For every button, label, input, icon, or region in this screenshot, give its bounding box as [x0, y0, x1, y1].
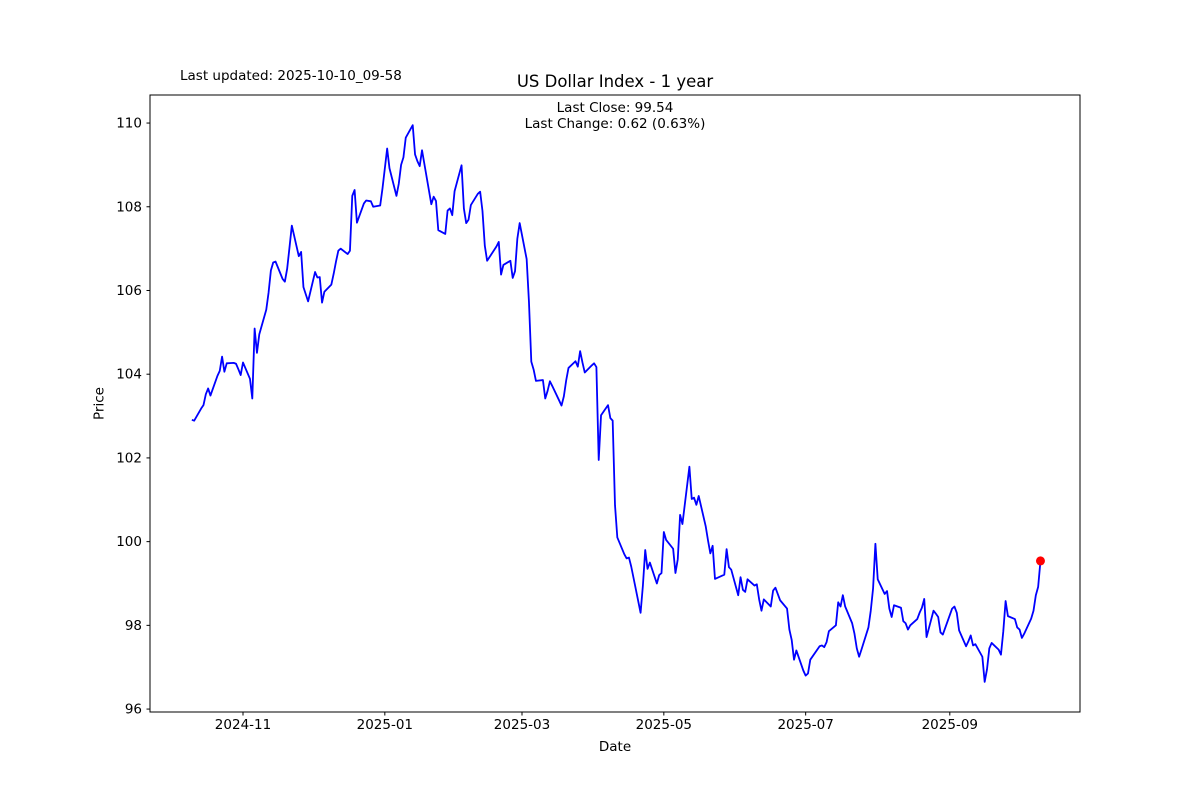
chart-title: US Dollar Index - 1 year [516, 72, 714, 91]
y-tick-label: 104 [116, 367, 142, 383]
y-tick-label: 100 [116, 534, 142, 550]
last-point-marker [1035, 556, 1045, 566]
y-tick-label: 98 [125, 618, 142, 634]
x-axis-label: Date [599, 739, 631, 755]
y-tick-label: 106 [116, 283, 142, 299]
y-tick-label: 110 [116, 116, 142, 132]
x-tick-label: 2024-11 [215, 717, 271, 733]
last-change-label: Last Change: 0.62 (0.63%) [524, 115, 706, 132]
last-updated-annotation: Last updated: 2025-10-10_09-58 [180, 68, 402, 84]
y-tick-label: 108 [116, 199, 142, 215]
price-line [191, 124, 1042, 683]
y-tick-label: 102 [116, 450, 142, 466]
axes-frame [149, 94, 1081, 713]
x-tick-label: 2025-01 [357, 717, 413, 733]
x-tick-label: 2025-05 [636, 717, 692, 733]
last-close-label: Last Close: 99.54 [556, 100, 674, 116]
x-tick-label: 2025-09 [922, 717, 978, 733]
x-tick-label: 2025-03 [494, 717, 550, 733]
y-tick-label: 96 [125, 702, 142, 718]
x-tick-label: 2025-07 [777, 717, 833, 733]
y-axis-label: Price [92, 387, 108, 420]
